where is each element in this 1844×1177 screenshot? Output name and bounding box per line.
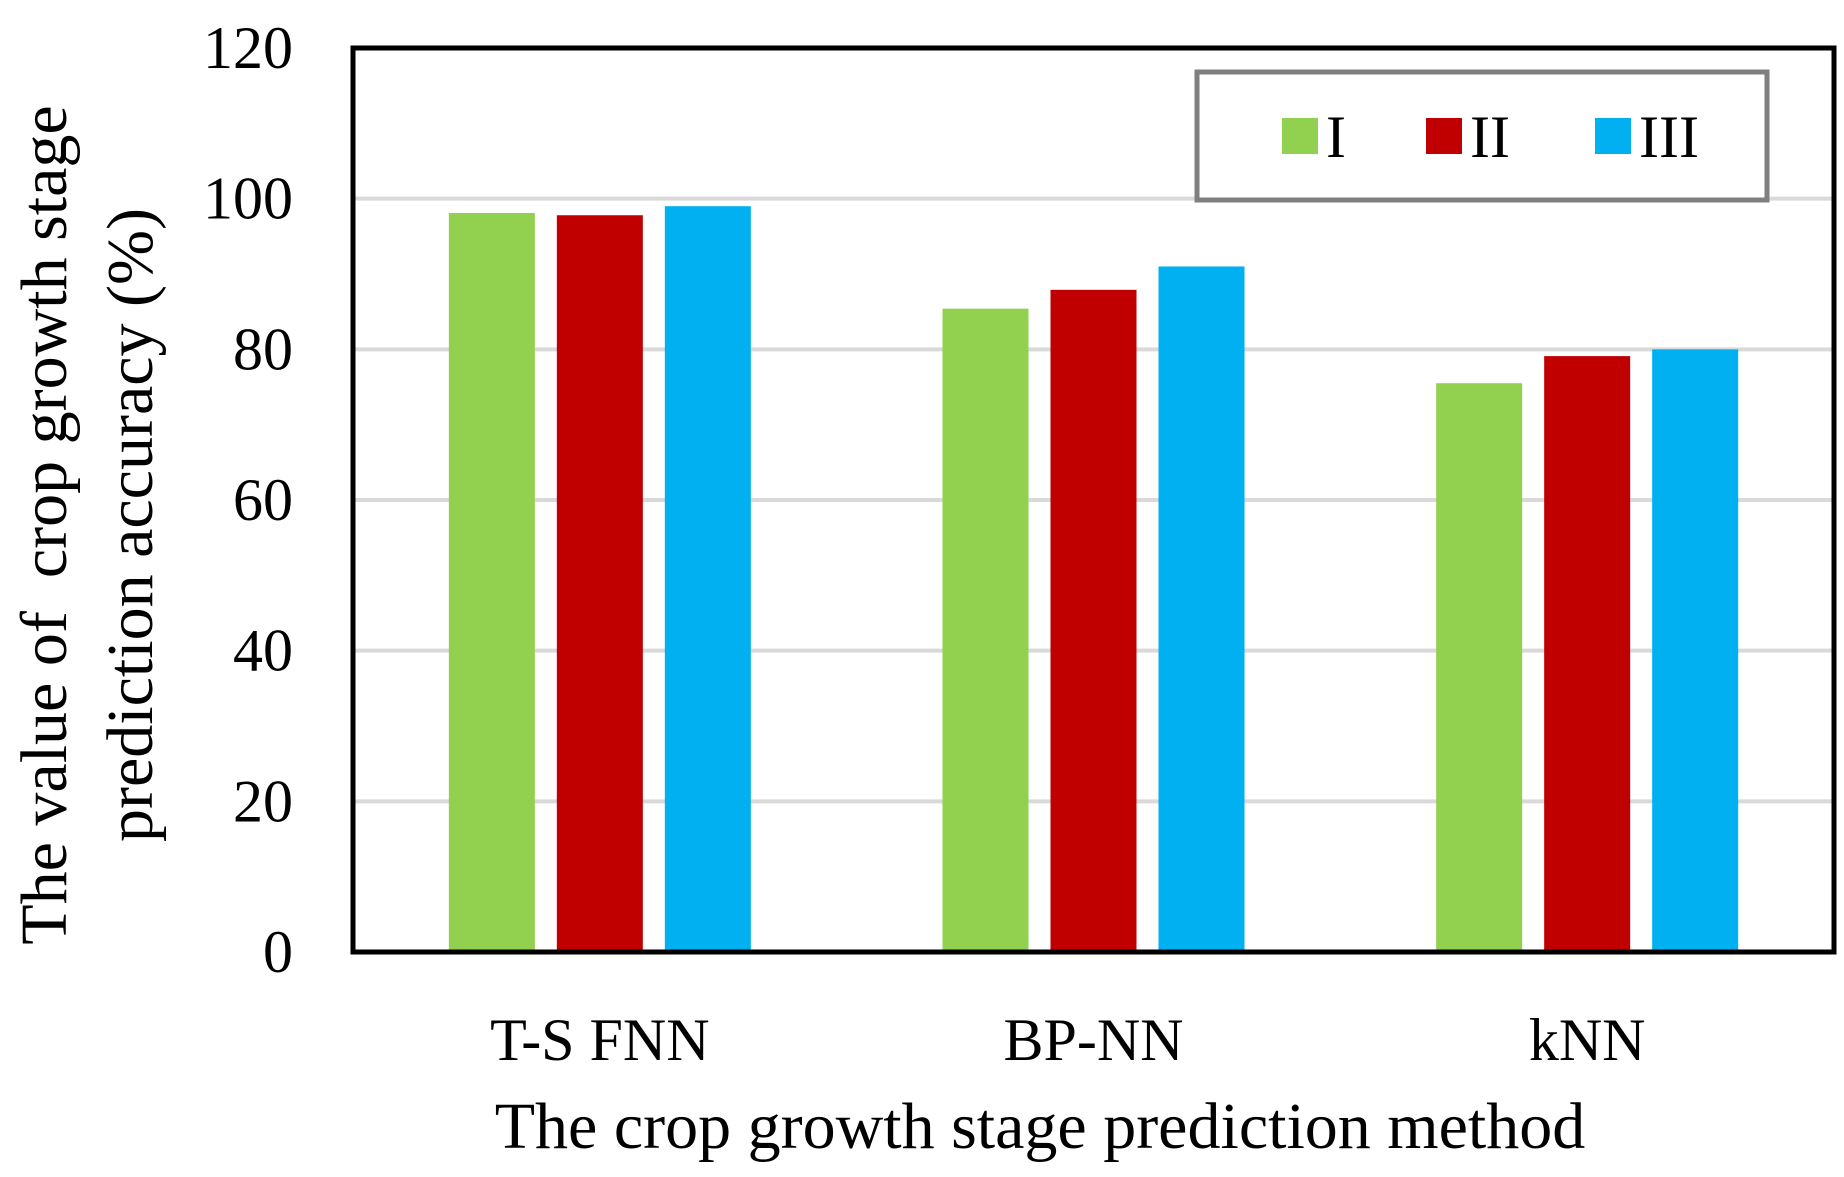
legend-items: I II III — [1282, 104, 1699, 170]
bar-I-kNN — [1436, 383, 1523, 952]
x-category-label: T-S FNN — [490, 1007, 710, 1073]
bar-II-T-S-FNN — [556, 215, 643, 953]
y-axis-title-line-2: prediction accuracy (%) — [94, 208, 167, 842]
bar-II-kNN — [1544, 356, 1631, 952]
y-tick-label: 120 — [203, 15, 293, 81]
x-axis-categories: T-S FNN BP-NN kNN — [490, 1007, 1645, 1073]
bars — [448, 206, 1739, 953]
y-axis-ticks: 0 20 40 60 80 100 120 — [203, 15, 293, 985]
bar-I-T-S-FNN — [448, 212, 535, 953]
y-tick-label: 0 — [263, 919, 293, 985]
legend-label-II: II — [1470, 104, 1510, 170]
y-axis-title-line-1: The value of crop growth stage — [8, 105, 81, 944]
x-axis-title: The crop growth stage prediction method — [495, 1090, 1586, 1163]
legend-swatch-I — [1282, 118, 1318, 154]
x-category-label: kNN — [1529, 1007, 1646, 1073]
legend-label-I: I — [1326, 104, 1346, 170]
bar-III-BP-NN — [1158, 266, 1245, 952]
bar-I-BP-NN — [942, 308, 1029, 952]
y-tick-label: 80 — [233, 316, 293, 382]
y-tick-label: 100 — [203, 166, 293, 232]
y-tick-label: 40 — [233, 618, 293, 684]
legend-swatch-II — [1426, 118, 1462, 154]
legend: I II III — [1194, 69, 1770, 203]
bar-III-T-S-FNN — [664, 206, 751, 952]
bar-III-kNN — [1652, 349, 1739, 952]
y-axis-title: The value of crop growth stage predictio… — [8, 105, 167, 944]
y-tick-label: 20 — [233, 768, 293, 834]
x-category-label: BP-NN — [1003, 1007, 1183, 1073]
y-tick-label: 60 — [233, 467, 293, 533]
legend-swatch-III — [1595, 118, 1631, 154]
plot-frame — [350, 45, 1837, 955]
legend-label-III: III — [1639, 104, 1699, 170]
bar-II-BP-NN — [1050, 289, 1137, 952]
